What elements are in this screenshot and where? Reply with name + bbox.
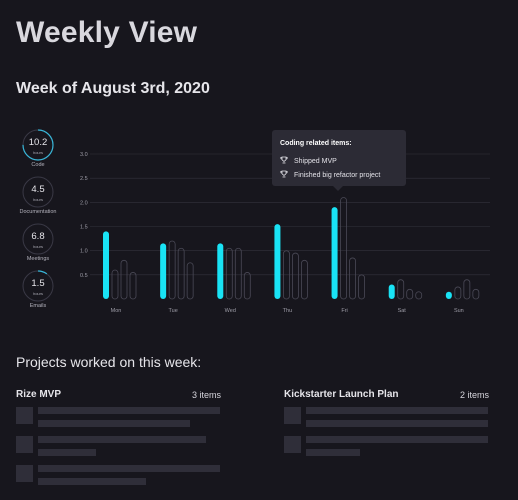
bar[interactable] bbox=[283, 250, 290, 300]
bar[interactable] bbox=[388, 284, 395, 300]
x-tick-label: Tue bbox=[169, 308, 178, 314]
ring-emails[interactable]: 1.5 hours Emails bbox=[18, 269, 58, 331]
bar[interactable] bbox=[274, 224, 281, 299]
y-tick-label: 1.0 bbox=[80, 249, 88, 255]
bar[interactable] bbox=[349, 257, 356, 300]
progress-ring bbox=[22, 129, 54, 161]
tooltip-item-text: Shipped MVP bbox=[294, 158, 337, 165]
x-tick-label: Mon bbox=[111, 308, 122, 314]
x-tick-label: Sat bbox=[398, 308, 407, 314]
bar[interactable] bbox=[160, 243, 167, 299]
placeholder-thumbnail bbox=[16, 465, 33, 482]
ring-label: Code bbox=[31, 162, 45, 168]
y-tick-label: 0.5 bbox=[80, 273, 88, 279]
project-item-count: 2 items bbox=[460, 390, 490, 400]
ring-meetings[interactable]: 6.8 hours Meetings bbox=[18, 222, 58, 284]
bar[interactable] bbox=[186, 262, 194, 300]
y-tick-label: 2.5 bbox=[80, 176, 88, 182]
placeholder-line bbox=[306, 420, 488, 427]
ring-unit: hours bbox=[32, 291, 43, 296]
bar[interactable] bbox=[120, 259, 128, 300]
ring-value: 10.2 bbox=[28, 137, 48, 148]
week-title: Week of August 3rd, 2020 bbox=[16, 80, 210, 97]
bar[interactable] bbox=[168, 240, 176, 300]
bar[interactable] bbox=[472, 288, 480, 300]
placeholder-line bbox=[38, 420, 190, 427]
project-name: Rize MVP bbox=[16, 389, 62, 400]
bar[interactable] bbox=[177, 247, 185, 300]
placeholder-thumbnail bbox=[284, 436, 301, 453]
bar[interactable] bbox=[217, 243, 224, 299]
ring-documentation[interactable]: 4.5 hours Documentation bbox=[18, 175, 58, 237]
bar[interactable] bbox=[129, 272, 137, 300]
ring-value: 4.5 bbox=[31, 184, 45, 195]
placeholder-thumbnail bbox=[16, 407, 33, 424]
x-tick-label: Thu bbox=[283, 308, 292, 314]
bar[interactable] bbox=[234, 247, 242, 300]
chart-tooltip: Coding related items: Shipped MVP Finish… bbox=[272, 130, 406, 191]
ring-unit: hours bbox=[32, 197, 43, 202]
placeholder-line bbox=[38, 449, 96, 456]
placeholder-thumbnail bbox=[16, 436, 33, 453]
ring-value: 1.5 bbox=[31, 278, 45, 289]
ring-unit: hours bbox=[32, 244, 43, 249]
project-item-count: 3 items bbox=[192, 390, 222, 400]
page-title: Weekly View bbox=[16, 16, 198, 49]
placeholder-line bbox=[38, 465, 220, 472]
placeholder-line bbox=[306, 436, 488, 443]
placeholder-line bbox=[38, 436, 206, 443]
ring-value: 6.8 bbox=[31, 231, 45, 242]
trophy-icon bbox=[280, 156, 288, 164]
x-tick-label: Fri bbox=[341, 308, 347, 314]
tooltip-item: Finished big refactor project bbox=[280, 170, 380, 179]
bar[interactable] bbox=[397, 279, 405, 300]
bar[interactable] bbox=[301, 259, 308, 300]
progress-ring bbox=[22, 176, 54, 208]
project-name: Kickstarter Launch Plan bbox=[284, 389, 399, 400]
bar[interactable] bbox=[225, 247, 233, 300]
bar[interactable] bbox=[340, 197, 347, 300]
bar[interactable] bbox=[406, 288, 414, 300]
category-summary: 10.2 hours Code 4.5 hours Documentation … bbox=[18, 128, 58, 331]
ring-code[interactable]: 10.2 hours Code bbox=[18, 128, 58, 190]
bar[interactable] bbox=[463, 279, 471, 300]
progress-ring bbox=[22, 223, 54, 255]
y-tick-label: 2.0 bbox=[80, 200, 88, 206]
weekly-bar-chart: 0.5 1.0 1.5 2.0 2.5 3.0 Mon Tue Wed Thu Fri Sat Sun bbox=[80, 152, 490, 314]
bar[interactable] bbox=[111, 269, 119, 300]
ring-label: Emails bbox=[29, 303, 47, 309]
tooltip-title: Coding related items: bbox=[280, 140, 352, 147]
trophy-icon bbox=[280, 170, 288, 178]
progress-ring bbox=[22, 270, 54, 302]
placeholder-line bbox=[38, 407, 220, 414]
bar[interactable] bbox=[331, 207, 338, 299]
bar[interactable] bbox=[445, 291, 452, 299]
tooltip-item-text: Finished big refactor project bbox=[294, 172, 381, 179]
bar[interactable] bbox=[454, 286, 462, 300]
placeholder-line bbox=[306, 449, 360, 456]
placeholder-line bbox=[306, 407, 488, 414]
projects-heading: Projects worked on this week: bbox=[16, 354, 202, 370]
y-tick-label: 1.5 bbox=[80, 225, 88, 231]
bar[interactable] bbox=[103, 231, 109, 299]
placeholder-line bbox=[38, 478, 146, 485]
bar[interactable] bbox=[358, 274, 365, 300]
tooltip-item: Shipped MVP bbox=[280, 156, 337, 165]
bar[interactable] bbox=[243, 272, 251, 300]
bar[interactable] bbox=[415, 291, 423, 300]
ring-label: Documentation bbox=[19, 209, 57, 215]
ring-unit: hours bbox=[32, 150, 43, 155]
ring-label: Meetings bbox=[26, 256, 50, 262]
bar[interactable] bbox=[292, 252, 299, 300]
x-tick-label: Wed bbox=[225, 308, 236, 314]
y-tick-label: 3.0 bbox=[80, 152, 88, 158]
x-tick-label: Sun bbox=[454, 308, 464, 314]
placeholder-thumbnail bbox=[284, 407, 301, 424]
